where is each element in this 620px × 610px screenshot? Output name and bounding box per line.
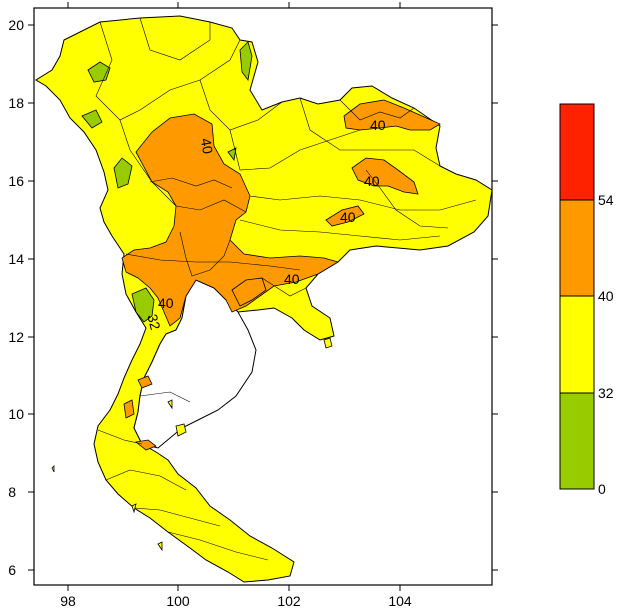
y-tick-label: 18: [8, 95, 24, 111]
green-patch: [113, 157, 133, 189]
x-tick-label: 100: [166, 593, 190, 609]
orange-south-2: [123, 399, 135, 419]
legend-band-40-54: [560, 200, 594, 296]
x-axis: [67, 2, 401, 591]
province-borders: [95, 17, 477, 561]
y-tick-label: 10: [8, 406, 24, 422]
x-tick-label: 104: [388, 593, 412, 609]
orange-east: [231, 277, 267, 307]
y-tick-label: 8: [8, 484, 16, 500]
legend-band-54-plus: [560, 104, 594, 200]
legend-label: 32: [598, 385, 614, 401]
x-tick-label: 102: [277, 593, 301, 609]
green-patch: [227, 147, 237, 161]
y-tick-label: 20: [8, 17, 24, 33]
islands: [51, 337, 333, 552]
contour-label: 32: [144, 312, 164, 331]
orange-bands: [121, 99, 441, 451]
contour-label: 40: [364, 173, 380, 189]
orange-central-region: [121, 113, 339, 327]
green-patch: [239, 41, 253, 81]
green-patch: [131, 287, 155, 323]
legend-band-32-40: [560, 296, 594, 393]
legend-label: 0: [598, 481, 606, 497]
y-tick-label: 6: [8, 562, 16, 578]
y-axis: [28, 24, 498, 571]
orange-northeast-2: [351, 157, 419, 195]
orange-northeast-3: [325, 205, 365, 227]
y-tick-label: 16: [8, 173, 24, 189]
x-tick-label: 98: [60, 593, 76, 609]
legend-label: 40: [598, 288, 614, 304]
contour-label: 40: [158, 295, 174, 311]
green-bands: [81, 41, 253, 323]
green-patch: [81, 109, 103, 129]
contour-labels: 40 40 40 40 40 40 32: [144, 117, 386, 332]
legend-band-0-32: [560, 393, 594, 489]
gulf-of-thailand: [133, 279, 257, 449]
x-tick-labels: 98 100 102 104: [60, 593, 412, 609]
legend: 54 40 32 0: [559, 103, 614, 497]
contour-label: 40: [198, 137, 216, 155]
y-tick-labels: 20 18 16 14 12 10 8 6: [8, 17, 24, 578]
contour-label: 40: [370, 117, 386, 133]
y-tick-label: 12: [8, 329, 24, 345]
y-tick-label: 14: [8, 251, 24, 267]
contour-label: 40: [340, 209, 356, 225]
legend-label: 54: [598, 192, 614, 208]
contour-label: 40: [284, 271, 300, 287]
orange-south-3: [135, 439, 157, 451]
orange-south-1: [137, 375, 153, 389]
